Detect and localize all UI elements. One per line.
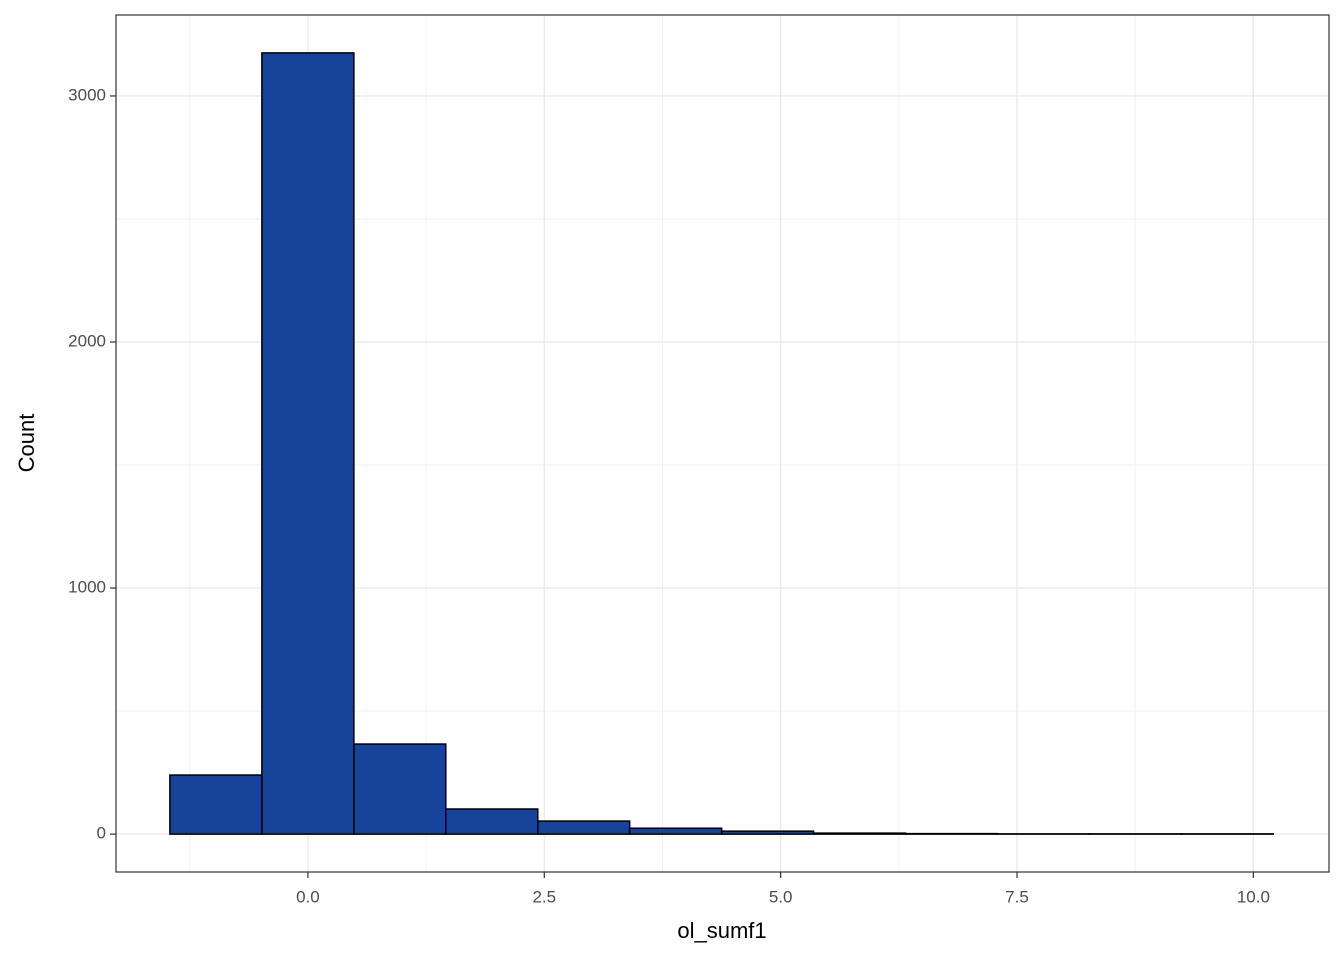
y-tick-label: 3000: [68, 85, 106, 104]
bar: [169, 774, 263, 835]
bar: [537, 820, 631, 835]
y-tick-label: 2000: [68, 331, 106, 350]
bar: [445, 808, 539, 835]
y-tick-label: 1000: [68, 578, 106, 597]
bar: [628, 827, 723, 835]
bar: [812, 832, 907, 835]
x-tick-label: 0.0: [296, 887, 320, 906]
x-tick-label: 7.5: [1005, 887, 1029, 906]
bar: [720, 830, 815, 835]
panel-border: [115, 14, 1330, 873]
bar: [261, 52, 355, 835]
y-tick-label: 0: [97, 824, 106, 843]
x-tick-label: 10.0: [1237, 887, 1270, 906]
bar: [353, 743, 447, 835]
y-axis-title: Count: [14, 414, 39, 473]
x-tick-label: 2.5: [532, 887, 556, 906]
x-tick-label: 5.0: [769, 887, 793, 906]
x-axis-title: ol_sumf1: [677, 918, 766, 943]
